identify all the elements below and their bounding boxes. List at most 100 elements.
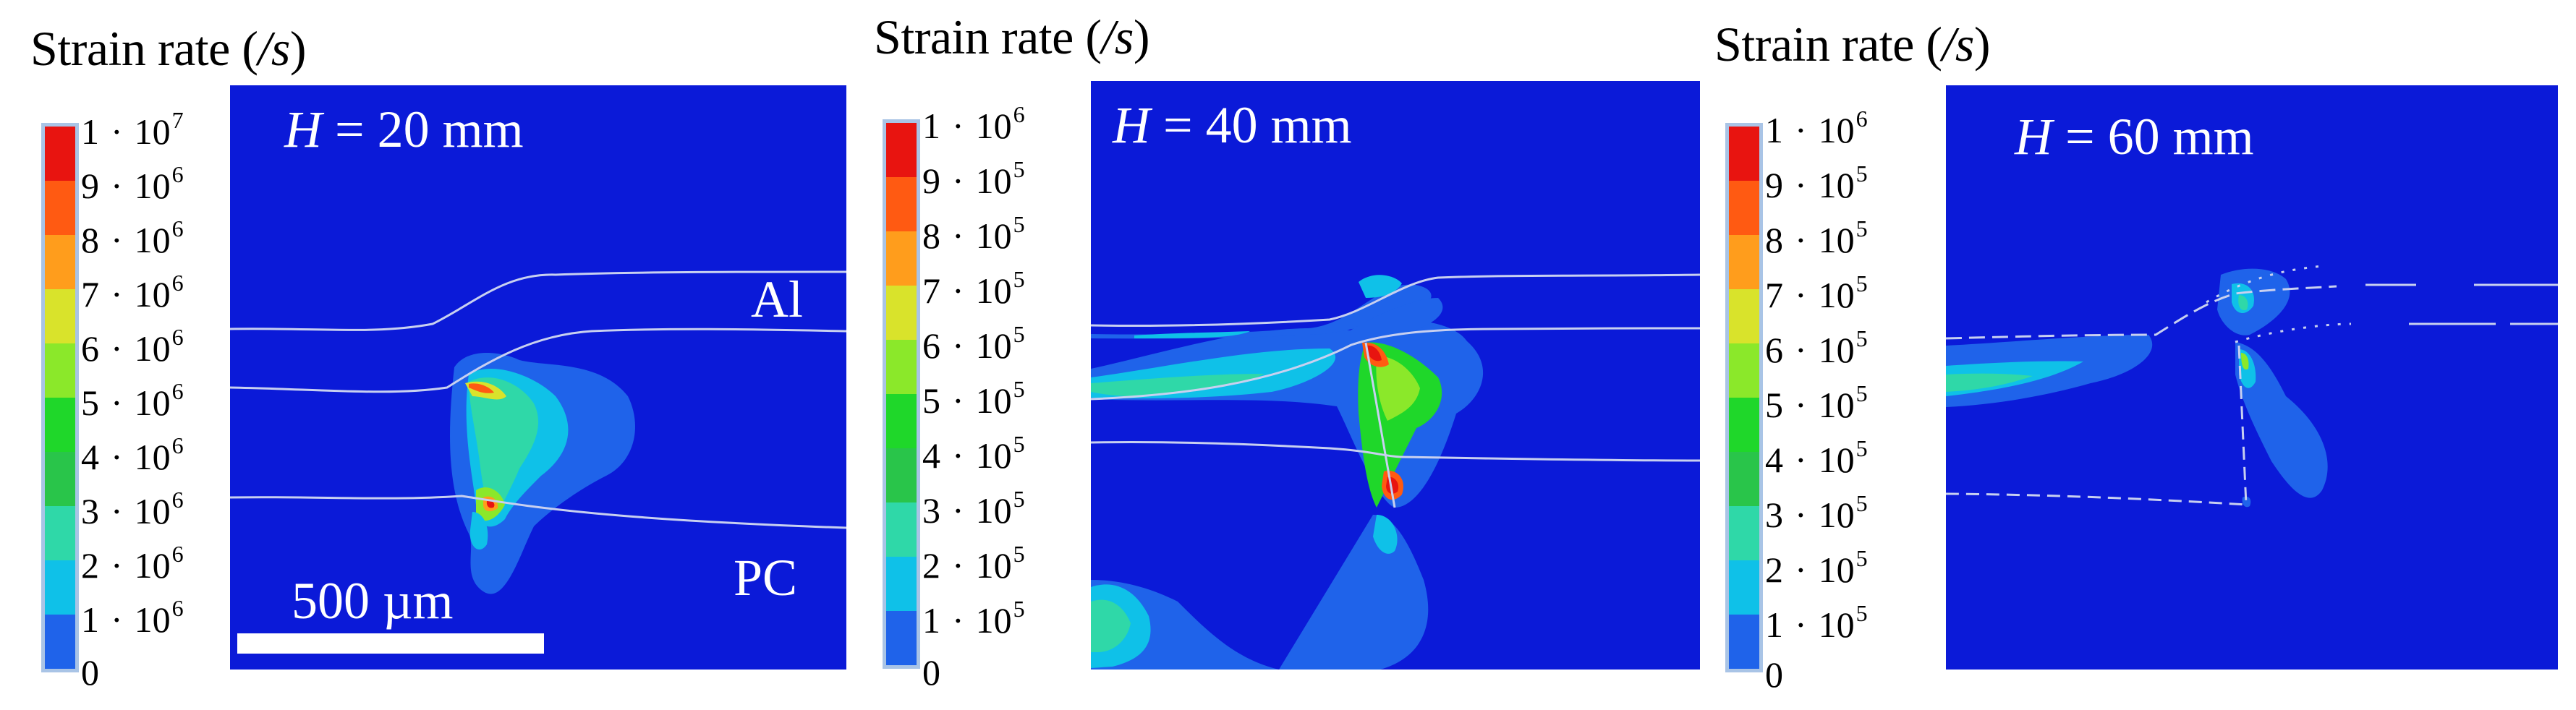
tick-label: 1 · 106	[922, 101, 1025, 146]
title-unit: /s	[1101, 9, 1134, 64]
colorbar-seg-6	[1729, 343, 1759, 398]
tick-label: 5 · 105	[1765, 380, 1868, 425]
tick-dot: ·	[111, 382, 123, 423]
tick-base: 5	[1765, 385, 1783, 425]
tick-base: 7	[922, 270, 940, 311]
colorbar-seg-1	[886, 611, 917, 665]
strain-map-h40: H = 40 mm	[1091, 81, 1700, 670]
tick-label: 1 · 106	[81, 595, 184, 640]
tick-label: 0	[922, 654, 940, 690]
strain-map-h20: H = 20 mm Al PC 500 µm	[230, 85, 846, 670]
colorbar-seg-4	[886, 448, 917, 502]
tick-label: 3 · 105	[1765, 490, 1868, 535]
tick-base: 1	[81, 111, 99, 152]
tick-label: 3 · 106	[81, 487, 184, 531]
tick-label: 6 · 105	[1765, 325, 1868, 370]
tick-dot: ·	[111, 545, 123, 586]
strain-field	[1946, 265, 2558, 508]
tick-label: 3 · 105	[922, 486, 1025, 531]
strain-field	[230, 270, 846, 594]
tick-exp: 6	[171, 541, 184, 567]
tick-dot: ·	[952, 106, 964, 146]
panel-h40: Strain rate (/s) 1 · 106 9 · 105 8 · 105 7 · 105…	[854, 0, 1707, 710]
tick-base: 1	[1765, 604, 1783, 645]
colorbar-seg-7	[45, 289, 75, 343]
colorbar-seg-10	[45, 127, 75, 181]
tick-label: 4 · 106	[81, 432, 184, 477]
tick-label: 7 · 105	[922, 266, 1025, 311]
tick-exp: 6	[171, 215, 184, 241]
tick-base: 9	[922, 161, 940, 201]
tick-exp: 5	[1013, 266, 1025, 292]
tick-dot: ·	[1795, 604, 1807, 645]
tick-exp: 5	[1013, 376, 1025, 402]
colorbar-seg-8	[886, 231, 917, 286]
tick-label: 4 · 105	[1765, 435, 1868, 480]
tick-exp: 5	[1013, 596, 1025, 622]
colorbar-seg-10	[1729, 127, 1759, 181]
colorbar-seg-2	[886, 557, 917, 611]
colorbar-seg-5	[1729, 398, 1759, 452]
tick-base: 5	[81, 382, 99, 423]
tick-exp: 5	[1856, 545, 1868, 571]
tick-dot: ·	[1795, 549, 1807, 590]
tick-dot: ·	[111, 111, 123, 152]
colorbar-seg-10	[886, 123, 917, 177]
tick-label: 9 · 106	[81, 161, 184, 206]
colorbar-seg-8	[1729, 235, 1759, 289]
title-close: )	[1973, 17, 1991, 72]
tick-exp: 5	[1856, 490, 1868, 516]
tick-label: 2 · 105	[1765, 545, 1868, 590]
tick-dot: ·	[1795, 495, 1807, 535]
colorbar-seg-3	[45, 506, 75, 560]
tick-base: 8	[81, 220, 99, 260]
title-text: Strain rate (	[1714, 17, 1942, 72]
colorbar-seg-2	[1729, 560, 1759, 615]
tick-dot: ·	[111, 274, 123, 315]
colorbar-seg-5	[45, 398, 75, 452]
h-value: = 40 mm	[1150, 96, 1352, 154]
h-value: = 60 mm	[2052, 108, 2254, 166]
h-var: H	[284, 100, 322, 158]
colorbar-seg-6	[45, 343, 75, 398]
tick-label: 2 · 106	[81, 541, 184, 586]
tick-base: 6	[81, 328, 99, 369]
h-var: H	[1113, 96, 1150, 154]
tick-exp: 6	[1856, 106, 1868, 132]
colorbar-seg-5	[886, 394, 917, 448]
tick-exp: 5	[1013, 156, 1025, 182]
tick-label: 1 · 105	[1765, 600, 1868, 645]
tick-label: 7 · 105	[1765, 270, 1868, 315]
tick-base: 4	[81, 437, 99, 477]
tick-base: 9	[1765, 165, 1783, 205]
tick-dot: ·	[111, 437, 123, 477]
tick-base: 2	[922, 545, 940, 586]
tick-label: 8 · 105	[922, 211, 1025, 256]
tick-label: 8 · 106	[81, 215, 184, 260]
tick-base: 9	[81, 166, 99, 206]
tick-label: 0	[81, 654, 99, 690]
tick-dot: ·	[111, 491, 123, 531]
panel-title: Strain rate (/s)	[874, 9, 1150, 66]
tick-base: 3	[1765, 495, 1783, 535]
tick-exp: 5	[1013, 486, 1025, 512]
tick-exp: 6	[171, 378, 184, 404]
tick-dot: ·	[111, 599, 123, 640]
colorbar-seg-6	[886, 340, 917, 394]
tick-dot: ·	[1795, 165, 1807, 205]
strain-field	[1091, 273, 1700, 670]
tick-label: 4 · 105	[922, 431, 1025, 476]
title-text: Strain rate (	[874, 9, 1102, 64]
tick-exp: 5	[1856, 325, 1868, 351]
panel-h20: Strain rate (/s) 1 · 107 9 · 106 8 · 106 7 · 106…	[0, 0, 854, 710]
tick-dot: ·	[952, 435, 964, 476]
tick-label: 9 · 105	[1765, 161, 1868, 205]
tick-exp: 5	[1013, 321, 1025, 347]
h-var: H	[2015, 108, 2052, 166]
tick-exp: 6	[1013, 101, 1025, 127]
title-close: )	[1133, 9, 1150, 64]
tick-dot: ·	[111, 220, 123, 260]
tick-dot: ·	[952, 600, 964, 641]
tick-base: 4	[1765, 440, 1783, 480]
tick-label: 5 · 105	[922, 376, 1025, 421]
